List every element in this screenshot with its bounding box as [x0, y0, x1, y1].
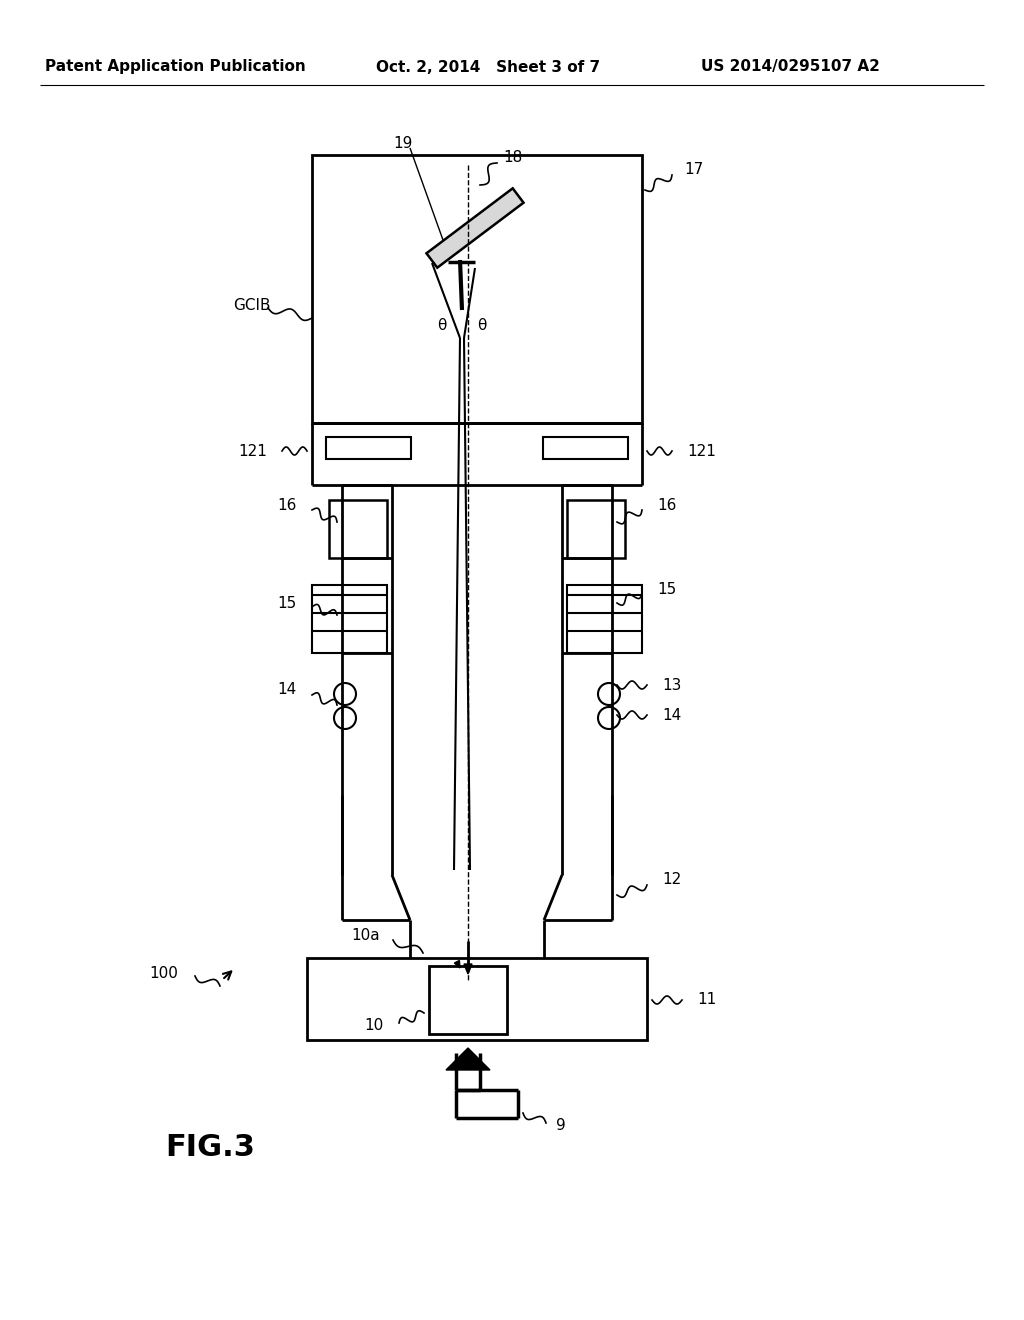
Text: θ: θ — [477, 318, 486, 334]
Text: 121: 121 — [687, 444, 716, 458]
Bar — [326, 437, 411, 459]
Text: 11: 11 — [697, 993, 716, 1007]
Text: 15: 15 — [657, 582, 676, 597]
Bar — [567, 500, 625, 558]
Polygon shape — [464, 964, 472, 974]
Text: 10: 10 — [365, 1019, 384, 1034]
Polygon shape — [455, 961, 460, 968]
Text: 14: 14 — [278, 682, 297, 697]
Text: 12: 12 — [662, 873, 681, 887]
Bar — [312, 585, 387, 653]
Text: US 2014/0295107 A2: US 2014/0295107 A2 — [700, 59, 880, 74]
Text: GCIB: GCIB — [233, 297, 270, 313]
Text: FIG.3: FIG.3 — [165, 1134, 255, 1163]
Text: 18: 18 — [503, 150, 522, 165]
Text: 19: 19 — [393, 136, 413, 150]
Text: 15: 15 — [278, 595, 297, 610]
Text: 16: 16 — [278, 499, 297, 513]
Bar — [567, 585, 642, 653]
Text: 16: 16 — [657, 499, 677, 513]
Bar — [543, 437, 628, 459]
Text: 100: 100 — [150, 965, 178, 981]
Text: θ: θ — [437, 318, 446, 334]
Text: 10a: 10a — [351, 928, 380, 944]
Bar — [307, 958, 647, 1040]
Bar — [429, 966, 507, 1034]
Text: 14: 14 — [662, 708, 681, 722]
Bar — [329, 500, 387, 558]
Text: 121: 121 — [239, 444, 267, 458]
Text: Oct. 2, 2014   Sheet 3 of 7: Oct. 2, 2014 Sheet 3 of 7 — [376, 59, 600, 74]
Text: 17: 17 — [684, 161, 703, 177]
Polygon shape — [426, 189, 523, 268]
Text: Patent Application Publication: Patent Application Publication — [45, 59, 305, 74]
Polygon shape — [446, 1048, 490, 1071]
Text: 9: 9 — [556, 1118, 565, 1134]
Text: 13: 13 — [662, 677, 681, 693]
Bar — [312, 154, 642, 422]
